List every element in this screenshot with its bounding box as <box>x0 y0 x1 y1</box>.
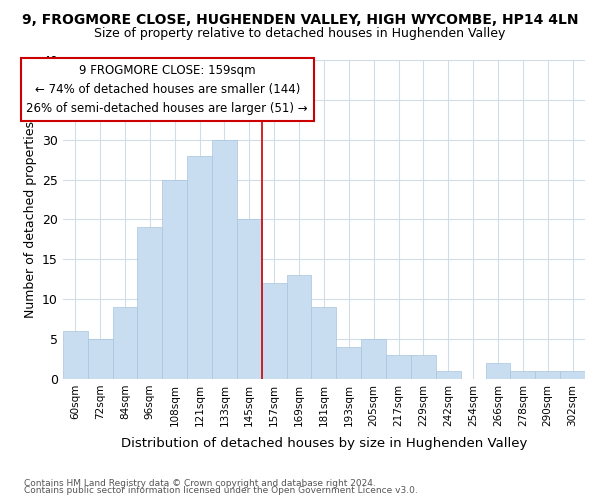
Bar <box>287 276 311 379</box>
Bar <box>212 140 237 379</box>
Bar <box>386 355 411 379</box>
Bar <box>411 355 436 379</box>
Text: Contains HM Land Registry data © Crown copyright and database right 2024.: Contains HM Land Registry data © Crown c… <box>24 478 376 488</box>
Text: 9 FROGMORE CLOSE: 159sqm
← 74% of detached houses are smaller (144)
26% of semi-: 9 FROGMORE CLOSE: 159sqm ← 74% of detach… <box>26 64 308 115</box>
Bar <box>436 371 461 379</box>
Bar <box>560 371 585 379</box>
Text: Contains public sector information licensed under the Open Government Licence v3: Contains public sector information licen… <box>24 486 418 495</box>
Y-axis label: Number of detached properties: Number of detached properties <box>23 121 37 318</box>
Bar <box>113 307 137 379</box>
Bar <box>237 220 262 379</box>
X-axis label: Distribution of detached houses by size in Hughenden Valley: Distribution of detached houses by size … <box>121 437 527 450</box>
Text: Size of property relative to detached houses in Hughenden Valley: Size of property relative to detached ho… <box>94 28 506 40</box>
Bar <box>187 156 212 379</box>
Bar <box>311 307 337 379</box>
Text: 9, FROGMORE CLOSE, HUGHENDEN VALLEY, HIGH WYCOMBE, HP14 4LN: 9, FROGMORE CLOSE, HUGHENDEN VALLEY, HIG… <box>22 12 578 26</box>
Bar <box>137 228 162 379</box>
Bar <box>485 363 511 379</box>
Bar <box>337 347 361 379</box>
Bar <box>511 371 535 379</box>
Bar <box>262 283 287 379</box>
Bar <box>88 339 113 379</box>
Bar <box>361 339 386 379</box>
Bar <box>63 331 88 379</box>
Bar <box>535 371 560 379</box>
Bar <box>162 180 187 379</box>
